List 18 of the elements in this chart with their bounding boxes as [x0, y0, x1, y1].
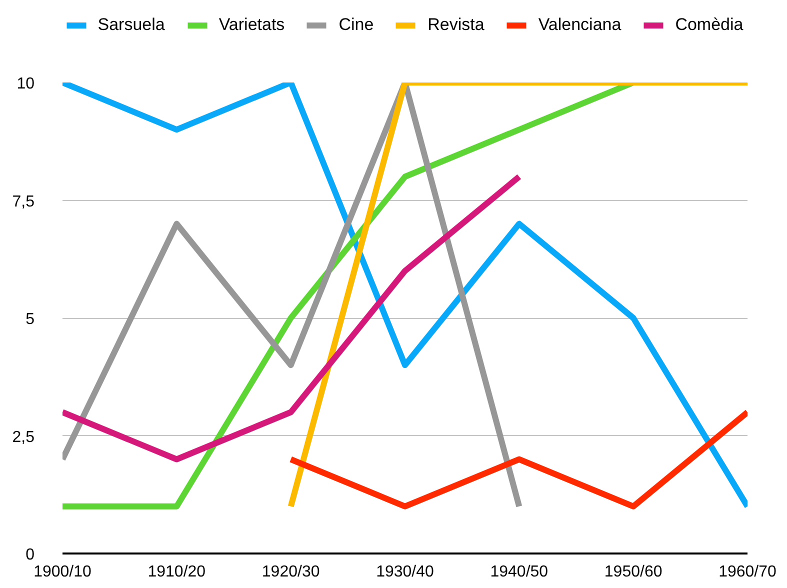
y-tick-label: 7,5 [12, 193, 35, 210]
y-tick-label: 0 [26, 546, 35, 564]
legend-label: Cine [338, 15, 374, 35]
x-tick-label: 1940/50 [490, 564, 548, 580]
x-tick-label: 1950/60 [604, 564, 662, 580]
y-tick-label: 5 [26, 311, 35, 328]
legend-label: Varietats [218, 15, 285, 35]
x-tick-label: 1960/70 [718, 564, 777, 580]
x-tick-label: 1920/30 [262, 564, 320, 580]
legend-label: Sarsuela [98, 15, 165, 35]
y-tick-label: 2,5 [12, 428, 35, 446]
legend-label: Valenciana [538, 15, 622, 35]
y-tick-label: 10 [16, 76, 35, 92]
x-tick-label: 1930/40 [376, 564, 434, 580]
x-tick-label: 1910/20 [148, 564, 206, 580]
legend-label: Comèdia [675, 15, 744, 35]
legend-label: Revista [428, 15, 484, 35]
x-tick-label: 1900/10 [34, 564, 92, 580]
